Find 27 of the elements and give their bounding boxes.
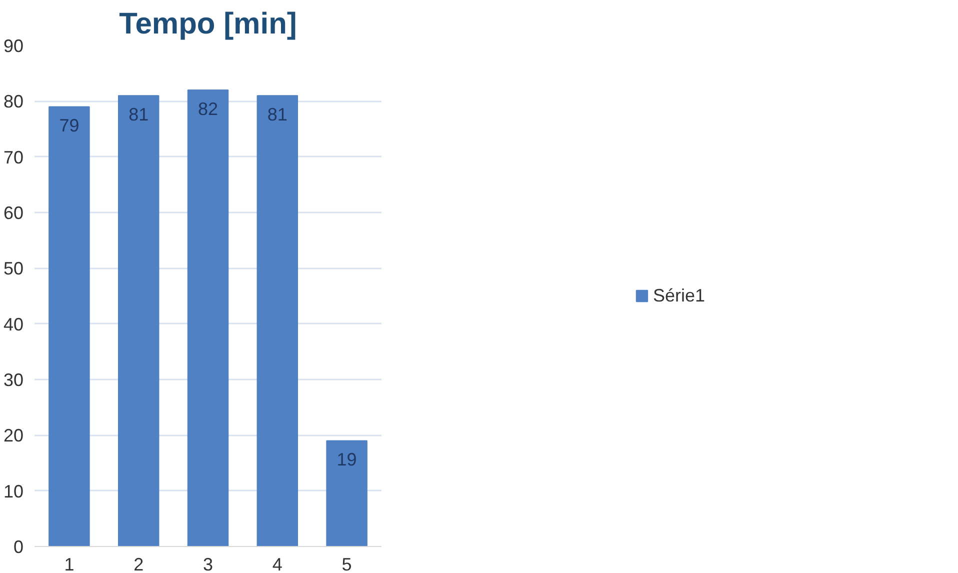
y-tick-label: 80: [3, 92, 24, 112]
legend-label: Série1: [652, 285, 706, 306]
y-tick-label: 60: [3, 203, 24, 223]
y-tick-label: 50: [3, 258, 24, 279]
chart-title: Tempo [min]: [119, 8, 297, 40]
y-tick-label: 0: [13, 537, 24, 557]
y-tick-label: 70: [3, 147, 24, 168]
y-tick-label: 20: [3, 426, 24, 446]
x-tick-label: 5: [342, 554, 352, 573]
bar: [256, 95, 298, 546]
bar: [187, 90, 229, 546]
data-label: 81: [267, 104, 288, 125]
y-tick-label: 90: [3, 36, 24, 56]
data-label: 82: [198, 99, 218, 120]
x-tick-label: 1: [64, 554, 74, 573]
bar: [118, 95, 160, 546]
y-tick-label: 10: [3, 481, 24, 502]
y-tick-label: 40: [3, 314, 24, 334]
data-label: 81: [128, 104, 149, 125]
data-label: 19: [336, 450, 357, 470]
bar: [326, 440, 368, 546]
bar: [48, 106, 90, 546]
data-label: 79: [59, 116, 80, 136]
x-tick-label: 4: [272, 554, 282, 573]
y-tick-label: 30: [3, 370, 24, 390]
x-tick-label: 2: [134, 554, 144, 573]
x-tick-label: 3: [202, 554, 214, 573]
